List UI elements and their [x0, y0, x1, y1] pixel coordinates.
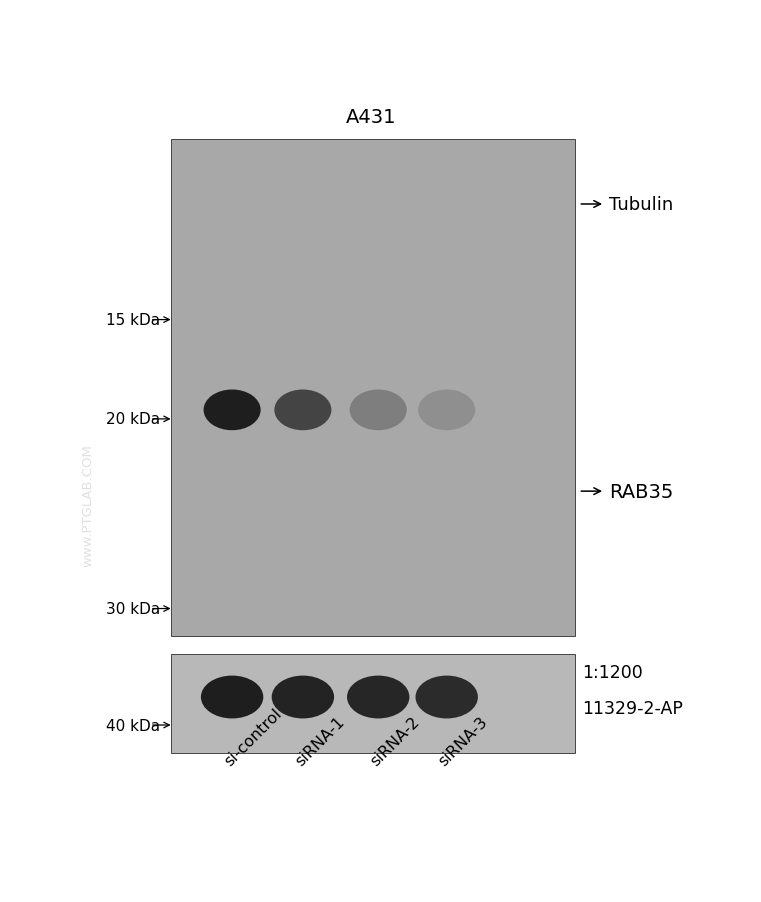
Text: siRNA-2: siRNA-2	[368, 713, 422, 769]
Text: 20 kDa: 20 kDa	[106, 412, 160, 427]
Ellipse shape	[272, 676, 334, 719]
Text: si-control: si-control	[221, 705, 285, 769]
Text: 11329-2-AP: 11329-2-AP	[582, 699, 683, 717]
Text: 40 kDa: 40 kDa	[106, 718, 160, 732]
Ellipse shape	[347, 676, 409, 719]
Text: 1:1200: 1:1200	[582, 663, 643, 681]
Ellipse shape	[416, 676, 478, 719]
Text: A431: A431	[346, 107, 396, 127]
Ellipse shape	[275, 390, 332, 431]
Text: RAB35: RAB35	[609, 482, 673, 502]
Ellipse shape	[349, 390, 406, 431]
Bar	[171, 140, 575, 636]
Text: www.PTGLAB.COM: www.PTGLAB.COM	[81, 444, 94, 566]
Text: 15 kDa: 15 kDa	[106, 313, 160, 327]
Ellipse shape	[201, 676, 263, 719]
Text: siRNA-3: siRNA-3	[436, 713, 491, 769]
Text: 30 kDa: 30 kDa	[106, 602, 160, 616]
Ellipse shape	[419, 390, 475, 431]
Text: siRNA-1: siRNA-1	[292, 713, 347, 769]
Bar	[171, 654, 575, 753]
Ellipse shape	[204, 390, 260, 431]
Text: Tubulin: Tubulin	[609, 196, 673, 214]
